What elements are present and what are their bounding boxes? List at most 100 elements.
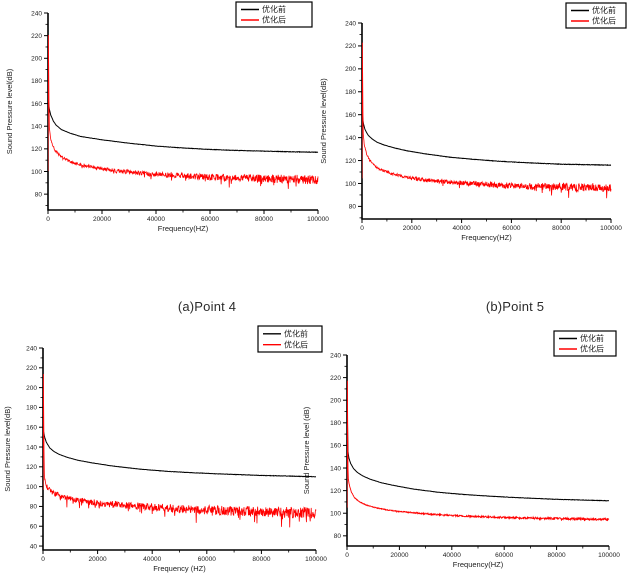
y-tick-label: 140 (31, 124, 42, 131)
axes-spines (346, 355, 609, 547)
y-axis-title: Sound Pressure level (dB) (302, 406, 311, 494)
x-tick-label: 20000 (93, 216, 111, 223)
x-axis-title: Frequency(HZ) (453, 560, 504, 569)
legend-label: 优化后 (592, 16, 616, 26)
x-tick-label: 0 (345, 552, 349, 559)
y-tick-label: 180 (330, 420, 341, 427)
x-tick-label: 100000 (600, 225, 622, 232)
y-tick-label: 160 (330, 443, 341, 450)
y-tick-label: 100 (31, 169, 42, 176)
y-tick-label: 120 (345, 158, 356, 165)
legend-box (257, 325, 323, 353)
y-tick-label: 80 (334, 533, 342, 540)
bottom-left-svg: 40 60 80 100 120 140 160 180 200 220 240 0 20000 4000… (3, 325, 327, 573)
y-tick-label: 120 (26, 464, 37, 471)
y-tick-label: 100 (26, 484, 37, 491)
x-tick-label: 100000 (598, 552, 620, 559)
y-tick-label: 200 (31, 56, 42, 63)
axes-spines (361, 23, 611, 220)
y-tick-label: 80 (30, 504, 38, 511)
x-tick-label: 20000 (89, 556, 107, 563)
x-tick-label: 40000 (453, 225, 471, 232)
y-tick-label: 200 (26, 385, 37, 392)
top-left-point4-svg: 80 100 120 140 160 180 200 220 240 0 20000 40000 600… (5, 1, 329, 233)
y-tick-label: 40 (30, 543, 38, 550)
x-tick-label: 40000 (147, 216, 165, 223)
series-after-optimization (347, 380, 610, 522)
axes-spines (42, 348, 316, 551)
x-tick-label: 80000 (252, 556, 270, 563)
legend-box (553, 330, 617, 357)
x-tick-label: 40000 (443, 552, 461, 559)
chart-top-right-point5: 80 100 120 140 160 180 200 220 240 0 20000 40000 600… (314, 0, 628, 256)
legend-label: 优化后 (284, 339, 308, 349)
series-before-optimization (362, 115, 612, 167)
x-tick-label: 80000 (548, 552, 566, 559)
legend-box (235, 1, 313, 28)
y-tick-label: 220 (26, 365, 37, 372)
x-tick-label: 60000 (502, 225, 520, 232)
y-axis-title: Sound Pressure level(dB) (319, 78, 328, 164)
y-tick-label: 100 (345, 181, 356, 188)
legend-label: 优化前 (262, 4, 286, 14)
legend-label: 优化后 (580, 344, 604, 354)
y-tick-label: 100 (330, 511, 341, 518)
caption-point4: (a)Point 4 (177, 299, 237, 314)
y-tick-label: 240 (330, 352, 341, 359)
y-tick-label: 140 (26, 444, 37, 451)
x-tick-label: 0 (360, 225, 364, 232)
y-tick-label: 200 (345, 66, 356, 73)
y-tick-label: 220 (330, 375, 341, 382)
legend-label: 优化前 (592, 5, 616, 15)
legend-box (565, 2, 627, 29)
y-tick-label: 240 (31, 10, 42, 17)
legend-label: 优化前 (284, 328, 308, 338)
caption-point5: (b)Point 5 (485, 299, 545, 314)
x-tick-label: 100000 (305, 556, 327, 563)
y-tick-label: 120 (330, 488, 341, 495)
x-tick-label: 80000 (552, 225, 570, 232)
series-before-optimization (48, 100, 319, 154)
series-after-optimization (48, 34, 319, 189)
x-tick-label: 100000 (307, 216, 329, 223)
y-tick-label: 120 (31, 146, 42, 153)
x-tick-label: 20000 (403, 225, 421, 232)
bottom-right-svg: 80 100 120 140 160 180 200 220 240 0 20000 40000 600… (302, 330, 620, 569)
x-tick-label: 0 (46, 216, 50, 223)
chart-top-left-point4: 80 100 120 140 160 180 200 220 240 0 20000 40000 600… (0, 0, 332, 252)
y-tick-label: 160 (26, 425, 37, 432)
y-tick-label: 240 (26, 345, 37, 352)
y-tick-label: 80 (349, 204, 357, 211)
chart-bottom-right: 80 100 120 140 160 180 200 220 240 0 20000 40000 600… (300, 320, 628, 578)
y-tick-label: 200 (330, 398, 341, 405)
x-axis-title: Frequency(HZ) (158, 224, 209, 233)
y-tick-label: 220 (31, 33, 42, 40)
y-axis-title: Sound Pressure level(dB) (3, 406, 12, 492)
y-tick-label: 140 (330, 465, 341, 472)
series-before-optimization (347, 411, 610, 502)
y-tick-label: 60 (30, 524, 38, 531)
y-tick-label: 160 (31, 101, 42, 108)
x-tick-label: 0 (41, 556, 45, 563)
legend-label: 优化前 (580, 333, 604, 343)
series-before-optimization (43, 430, 317, 478)
x-tick-label: 60000 (201, 216, 219, 223)
y-tick-label: 180 (26, 405, 37, 412)
x-axis-title: Frequency(HZ) (461, 233, 512, 242)
y-axis-title: Sound Pressure level(dB) (5, 68, 14, 154)
series-after-optimization (43, 374, 317, 528)
y-tick-label: 240 (345, 20, 356, 27)
series-after-optimization (362, 42, 612, 199)
x-tick-label: 80000 (255, 216, 273, 223)
y-tick-label: 140 (345, 135, 356, 142)
legend-label: 优化后 (262, 15, 286, 25)
x-axis-title: Frequency (HZ) (153, 564, 206, 573)
x-tick-label: 60000 (198, 556, 216, 563)
y-tick-label: 220 (345, 43, 356, 50)
x-tick-label: 60000 (495, 552, 513, 559)
x-tick-label: 40000 (143, 556, 161, 563)
chart-bottom-left: 40 60 80 100 120 140 160 180 200 220 240 0 20000 4000… (0, 320, 332, 578)
y-tick-label: 160 (345, 112, 356, 119)
y-tick-label: 80 (35, 191, 43, 198)
